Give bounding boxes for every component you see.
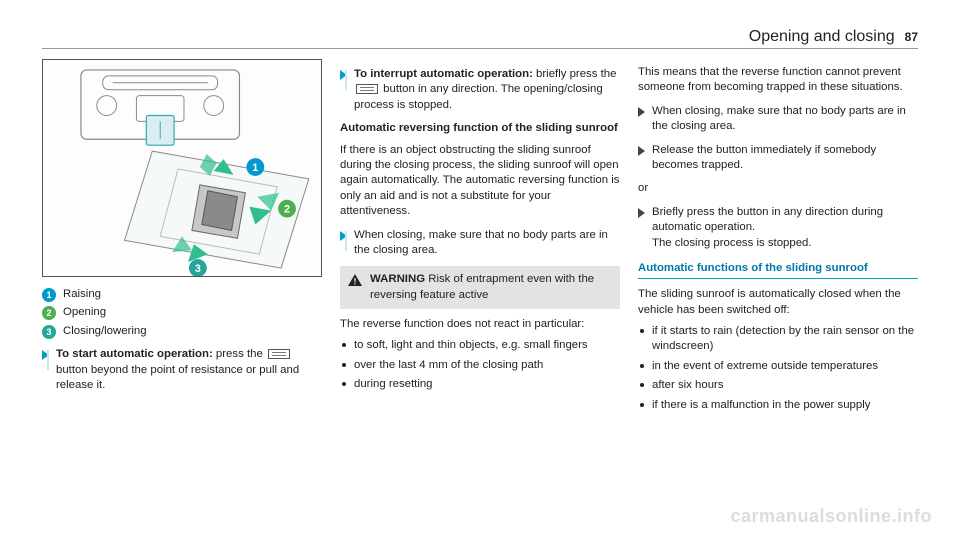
page-header: Opening and closing 87 bbox=[42, 28, 918, 49]
exceptions-list: to soft, light and thin objects, e.g. sm… bbox=[340, 338, 620, 392]
step-release-button: Release the button immediately if somebo… bbox=[638, 143, 918, 174]
svg-text:3: 3 bbox=[195, 263, 201, 275]
warning-box: ! WARNING Risk of entrapment even with t… bbox=[340, 266, 620, 309]
column-3: This means that the reverse function can… bbox=[638, 59, 918, 505]
header-title: Opening and closing bbox=[749, 28, 895, 46]
paragraph-auto-reverse: If there is an object obstructing the sl… bbox=[340, 143, 620, 220]
badge-1: 1 bbox=[42, 288, 56, 302]
legend-item-3: 3 Closing/lowering bbox=[42, 324, 322, 339]
svg-text:!: ! bbox=[354, 277, 357, 287]
step-marker-icon bbox=[638, 208, 645, 218]
page-number: 87 bbox=[905, 30, 918, 44]
paragraph-reverse-exceptions: The reverse function does not react in p… bbox=[340, 317, 620, 332]
list-item: in the event of extreme outside temperat… bbox=[638, 359, 918, 374]
legend-item-2: 2 Opening bbox=[42, 305, 322, 320]
list-item: to soft, light and thin objects, e.g. sm… bbox=[340, 338, 620, 353]
list-item: if it starts to rain (detection by the r… bbox=[638, 324, 918, 355]
warning-icon: ! bbox=[348, 274, 362, 286]
step-text: Release the button immediately if somebo… bbox=[652, 143, 918, 174]
paragraph-auto-close: The sliding sunroof is automatically clo… bbox=[638, 287, 918, 318]
list-item: if there is a malfunction in the power s… bbox=[638, 398, 918, 413]
step-closing-body: When closing, make sure that no body par… bbox=[638, 104, 918, 135]
svg-text:2: 2 bbox=[284, 204, 290, 216]
column-2: To interrupt automatic operation: briefl… bbox=[340, 59, 620, 505]
legend-label-2: Opening bbox=[63, 305, 106, 320]
list-item: during resetting bbox=[340, 377, 620, 392]
step-text: Briefly press the button in any directio… bbox=[652, 205, 918, 251]
step-marker-icon bbox=[638, 146, 645, 156]
paragraph-trap-warning: This means that the reverse function can… bbox=[638, 65, 918, 96]
auto-close-list: if it starts to rain (detection by the r… bbox=[638, 324, 918, 413]
step-marker-icon bbox=[340, 231, 347, 241]
step-marker-icon bbox=[42, 350, 49, 360]
watermark: carmanualsonline.info bbox=[730, 506, 932, 527]
step-start-auto: To start automatic operation: press the … bbox=[42, 347, 322, 393]
warning-text: WARNING Risk of entrapment even with the… bbox=[370, 272, 612, 303]
svg-text:1: 1 bbox=[252, 162, 258, 174]
legend-label-1: Raising bbox=[63, 287, 101, 302]
list-item: after six hours bbox=[638, 378, 918, 393]
legend-item-1: 1 Raising bbox=[42, 287, 322, 302]
sunroof-button-icon bbox=[356, 84, 378, 94]
or-label: or bbox=[638, 181, 918, 196]
sunroof-button-icon bbox=[268, 349, 290, 359]
step-closing-check: When closing, make sure that no body par… bbox=[340, 228, 620, 259]
step-interrupt-auto: To interrupt automatic operation: briefl… bbox=[340, 67, 620, 113]
badge-2: 2 bbox=[42, 306, 56, 320]
badge-3: 3 bbox=[42, 325, 56, 339]
section-auto-functions: Automatic functions of the sliding sunro… bbox=[638, 261, 918, 279]
step-brief-press: Briefly press the button in any directio… bbox=[638, 205, 918, 251]
column-1: 1 2 3 1 Raising 2 Opening 3 Closing/lowe… bbox=[42, 59, 322, 505]
subheading-auto-reverse: Automatic reversing function of the slid… bbox=[340, 121, 620, 136]
step-text: To interrupt automatic operation: briefl… bbox=[354, 67, 620, 113]
step-text: When closing, make sure that no body par… bbox=[354, 228, 620, 259]
legend-label-3: Closing/lowering bbox=[63, 324, 147, 339]
sunroof-illustration: 1 2 3 bbox=[42, 59, 322, 277]
content-columns: 1 2 3 1 Raising 2 Opening 3 Closing/lowe… bbox=[42, 59, 918, 505]
step-text: When closing, make sure that no body par… bbox=[652, 104, 918, 135]
step-marker-icon bbox=[638, 107, 645, 117]
step-marker-icon bbox=[340, 70, 347, 80]
list-item: over the last 4 mm of the closing path bbox=[340, 358, 620, 373]
step-text: To start automatic operation: press the … bbox=[56, 347, 322, 393]
